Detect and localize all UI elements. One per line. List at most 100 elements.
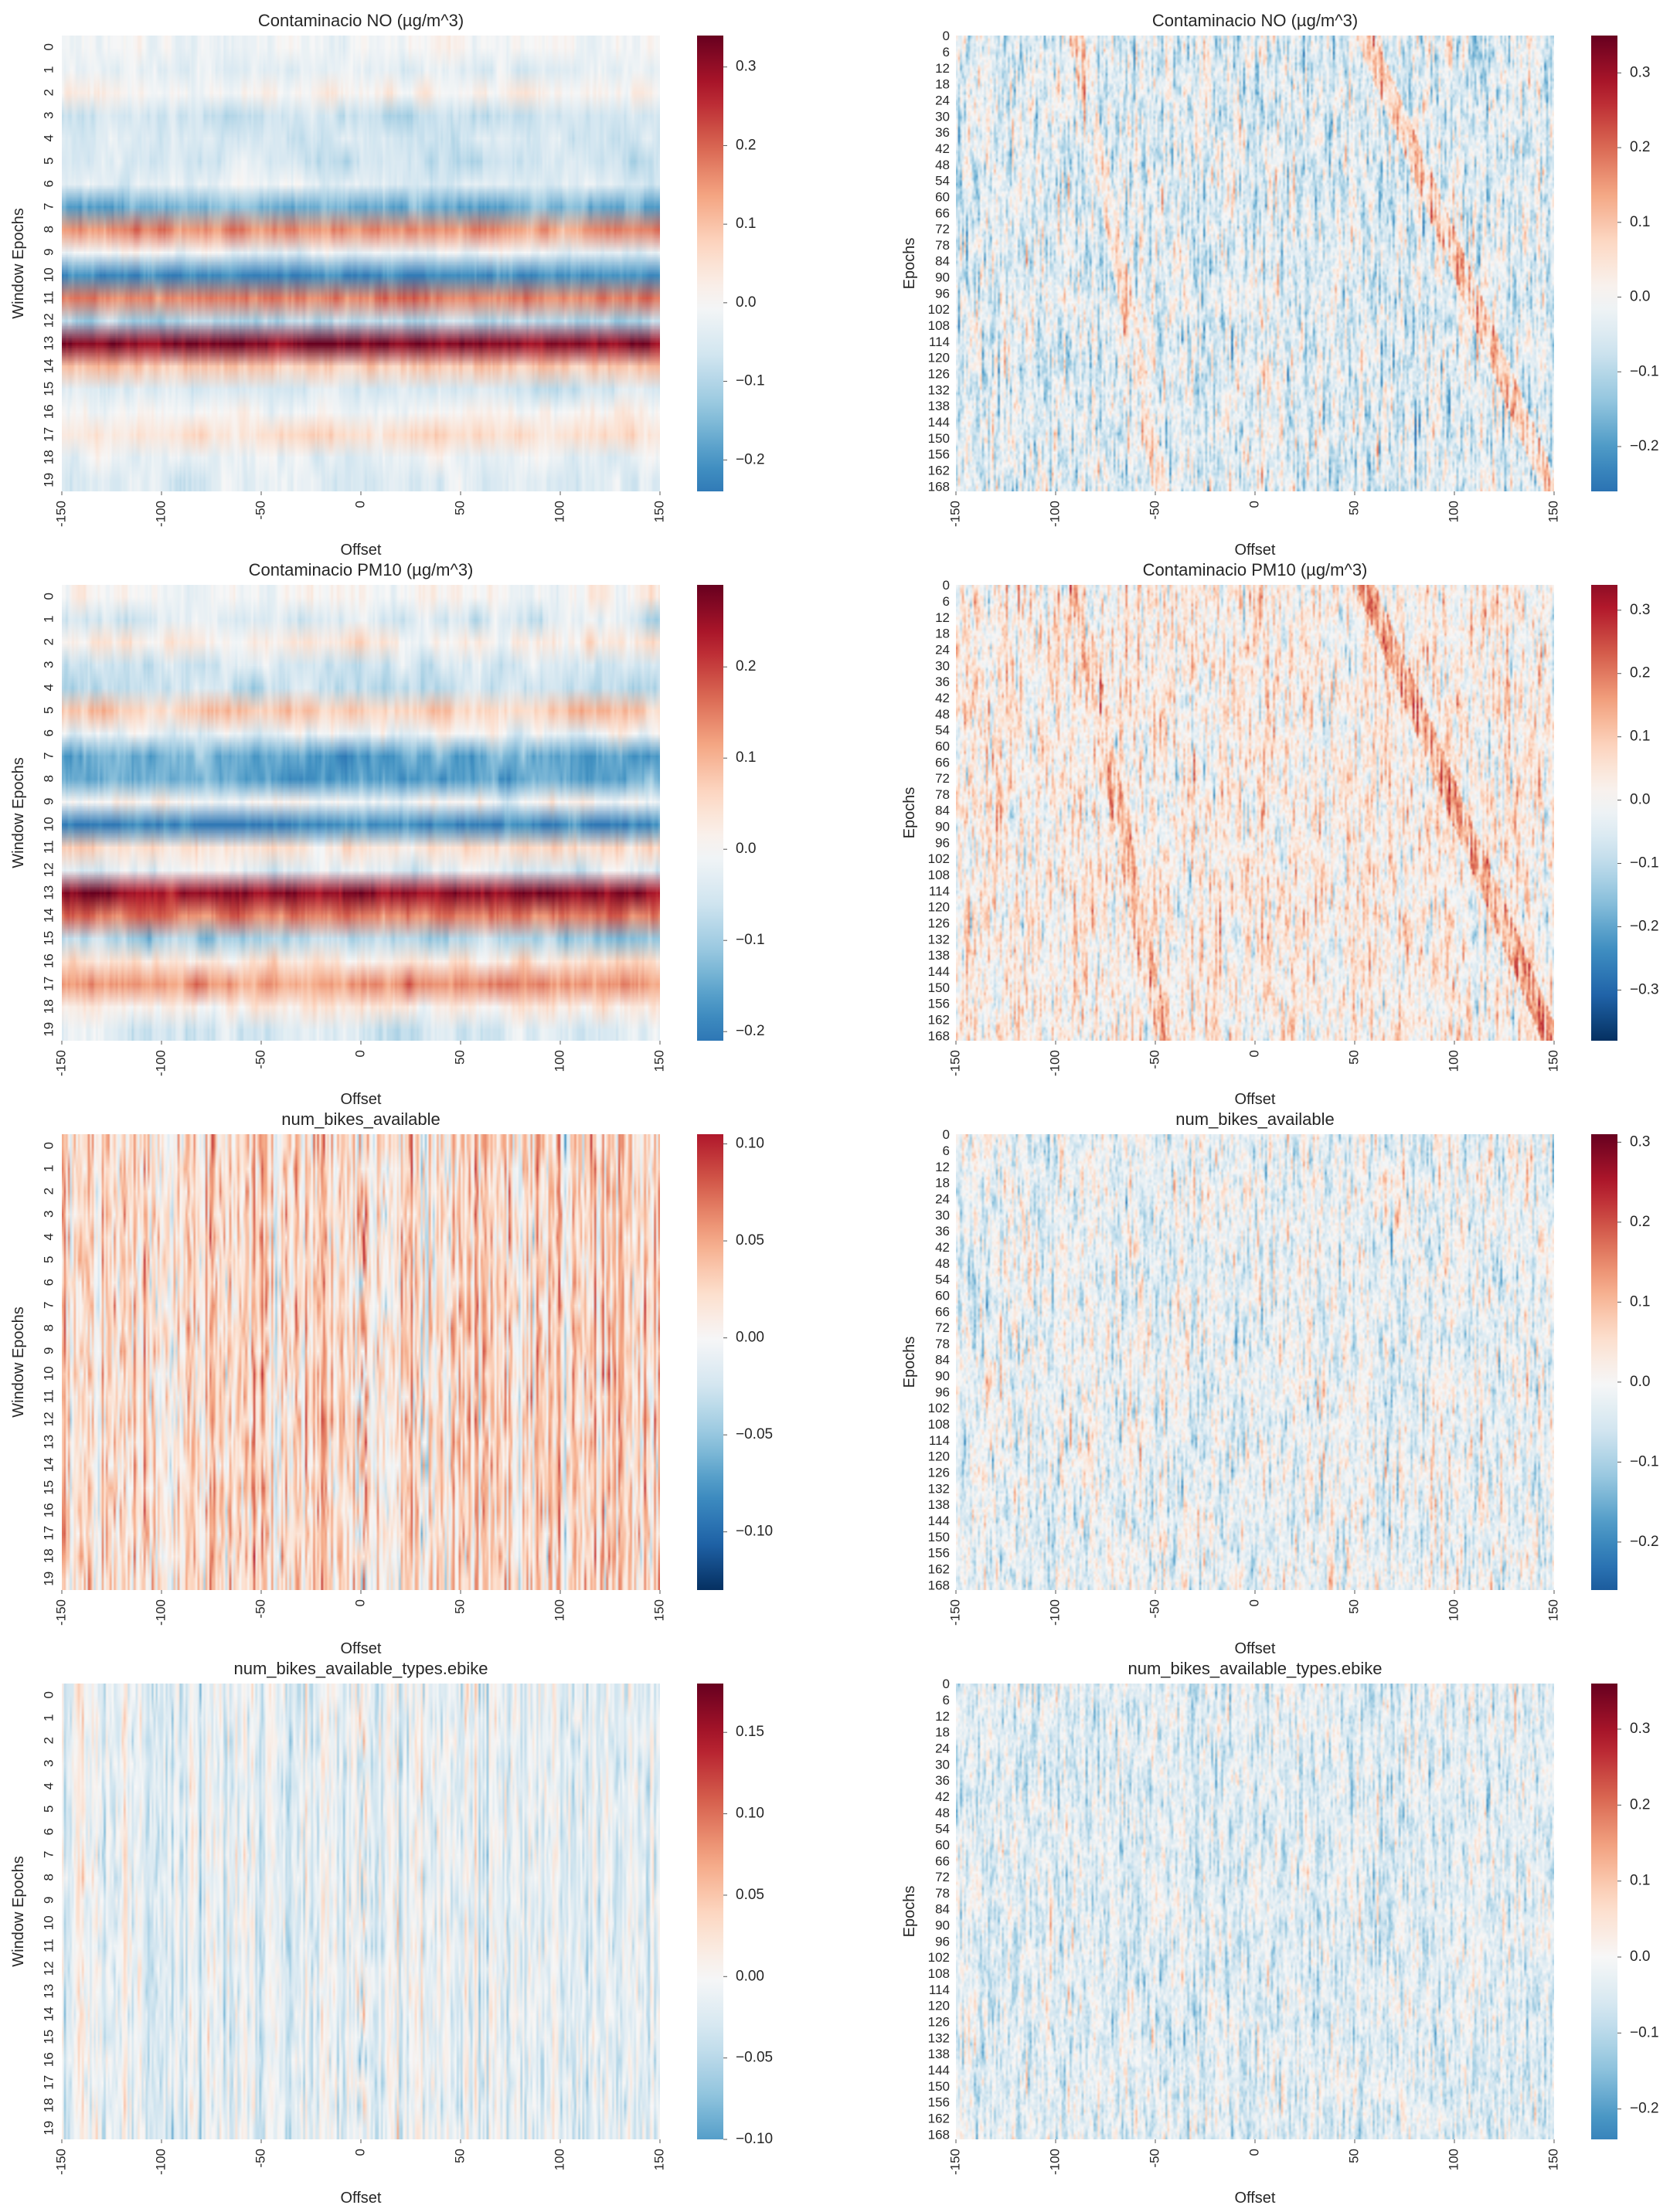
y-tick-label: 144 <box>928 964 950 979</box>
y-axis-label: Epochs <box>901 1886 918 1938</box>
y-tick-label: 42 <box>935 1240 950 1255</box>
y-tick-label: 13 <box>41 336 56 351</box>
heatmap-cells <box>62 585 660 1041</box>
colorbar-tick-label: 0.00 <box>736 1968 764 1984</box>
y-tick-label: 114 <box>929 335 950 349</box>
y-tick-label: 126 <box>928 1466 950 1480</box>
y-tick-label: 15 <box>41 1480 56 1495</box>
x-tick-label: -100 <box>153 501 168 527</box>
heatmap-panel-row2-left: Contaminacio PM10 (µg/m^3)-150 -100 -50 0 50… <box>10 560 765 1108</box>
y-tick-label: 2 <box>41 638 56 645</box>
colorbar-tick-label: −0.2 <box>736 451 765 467</box>
y-tick-label: 4 <box>41 1233 56 1240</box>
heatmap-cells <box>956 1134 1554 1590</box>
y-tick-label: 90 <box>935 1918 950 1933</box>
x-tick-label: -150 <box>947 1599 962 1626</box>
y-tick-label: 72 <box>935 1320 950 1335</box>
colorbar-tick-label: 0.3 <box>1630 1721 1650 1737</box>
y-tick-label: 5 <box>41 1256 56 1263</box>
y-tick-label: 102 <box>928 851 950 866</box>
y-tick-label: 78 <box>935 787 950 802</box>
y-tick-label: 60 <box>935 1837 950 1852</box>
y-tick-label: 78 <box>935 1886 950 1901</box>
y-axis-label: Epochs <box>901 787 918 839</box>
y-tick-label: 18 <box>41 1548 56 1563</box>
y-tick-label: 132 <box>928 2030 950 2045</box>
x-tick-label: -150 <box>53 1050 68 1076</box>
y-tick-label: 144 <box>928 415 950 430</box>
y-tick-label: 30 <box>935 109 950 124</box>
x-tick-label: -50 <box>253 1050 267 1069</box>
colorbar <box>1591 1134 1617 1590</box>
y-axis-label: Window Epochs <box>10 1856 27 1966</box>
y-tick-label: 90 <box>935 270 950 285</box>
colorbar-tick-label: 0.2 <box>736 658 756 674</box>
y-tick-label: 6 <box>943 45 950 59</box>
x-tick-label: 100 <box>552 2149 566 2170</box>
x-tick-label: 50 <box>1346 2149 1361 2163</box>
colorbar-tick-label: 0.0 <box>736 294 756 311</box>
colorbar-tick-label: −0.2 <box>1630 2101 1659 2117</box>
y-tick-label: 5 <box>41 707 56 714</box>
y-tick-label: 8 <box>41 775 56 782</box>
y-tick-label: 150 <box>928 1530 950 1544</box>
y-tick-label: 48 <box>935 707 950 722</box>
y-tick-label: 10 <box>41 1366 56 1381</box>
chart-title: num_bikes_available <box>281 1109 440 1129</box>
x-tick-label: 100 <box>1446 1599 1461 1621</box>
y-tick-label: 120 <box>928 900 950 915</box>
y-tick-label: 138 <box>928 399 950 413</box>
colorbar-tick-label: 0.0 <box>1630 1949 1650 1965</box>
y-tick-label: 0 <box>943 1677 950 1691</box>
x-tick-label: 100 <box>552 1050 566 1072</box>
colorbar-tick-label: −0.1 <box>1630 855 1659 872</box>
colorbar-tick-label: 0.2 <box>1630 665 1650 681</box>
y-tick-label: 8 <box>41 1324 56 1331</box>
y-tick-label: 162 <box>928 463 950 477</box>
y-tick-label: 1 <box>41 616 56 623</box>
colorbar-tick-label: 0.05 <box>736 1887 764 1903</box>
heatmap-panel-row1-left: Contaminacio NO (µg/m^3)-150 -100 -50 0 50 10… <box>10 11 765 559</box>
y-tick-label: 12 <box>935 61 950 76</box>
colorbar-tick-label: −0.1 <box>736 373 765 389</box>
x-axis-label: Offset <box>341 1640 382 1657</box>
y-tick-label: 2 <box>41 1188 56 1194</box>
y-tick-label: 7 <box>41 1851 56 1858</box>
y-tick-label: 18 <box>41 2098 56 2112</box>
y-tick-label: 108 <box>928 868 950 882</box>
y-tick-label: 96 <box>935 1385 950 1399</box>
y-tick-label: 9 <box>41 798 56 805</box>
chart-title: Contaminacio NO (µg/m^3) <box>258 11 464 30</box>
y-tick-label: 42 <box>935 141 950 156</box>
x-tick-label: 50 <box>1346 1050 1361 1065</box>
y-tick-label: 42 <box>935 691 950 705</box>
y-tick-label: 96 <box>935 286 950 301</box>
colorbar-tick-label: 0.0 <box>1630 792 1650 808</box>
y-tick-label: 36 <box>935 125 950 140</box>
y-tick-label: 10 <box>41 817 56 831</box>
y-tick-label: 18 <box>41 999 56 1014</box>
chart-title: Contaminacio PM10 (µg/m^3) <box>1143 560 1368 579</box>
y-tick-label: 96 <box>935 1934 950 1949</box>
y-tick-label: 138 <box>928 1497 950 1512</box>
y-tick-label: 4 <box>41 134 56 141</box>
y-tick-label: 30 <box>935 1757 950 1772</box>
colorbar-tick-label: 0.10 <box>736 1136 764 1152</box>
y-tick-label: 24 <box>935 1192 950 1207</box>
y-tick-label: 48 <box>935 158 950 172</box>
chart-title: num_bikes_available_types.ebike <box>234 1659 488 1678</box>
y-tick-label: 0 <box>943 578 950 593</box>
y-tick-label: 9 <box>41 1347 56 1354</box>
y-tick-label: 72 <box>935 222 950 236</box>
y-tick-label: 108 <box>928 1966 950 1981</box>
y-tick-label: 60 <box>935 189 950 204</box>
y-tick-label: 14 <box>41 1457 56 1472</box>
colorbar <box>697 585 723 1041</box>
x-tick-label: -100 <box>153 2149 168 2175</box>
x-tick-label: -150 <box>947 501 962 527</box>
heatmap-cells <box>62 1684 660 2139</box>
y-tick-label: 3 <box>41 661 56 668</box>
y-axis-label: Epochs <box>901 238 918 290</box>
y-tick-label: 5 <box>41 1806 56 1813</box>
x-tick-label: 0 <box>1247 1599 1261 1606</box>
